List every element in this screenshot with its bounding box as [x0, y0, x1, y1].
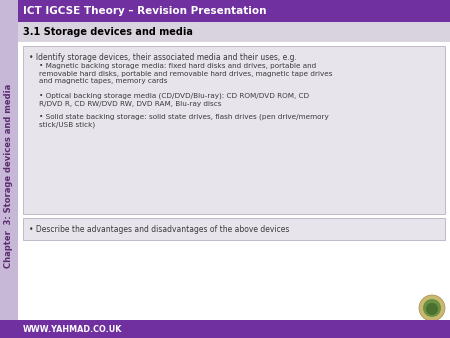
Text: • Describe the advantages and disadvantages of the above devices: • Describe the advantages and disadvanta… — [29, 224, 289, 234]
Bar — [18, 0, 450, 22]
Text: 3.1 Storage devices and media: 3.1 Storage devices and media — [23, 27, 193, 37]
Bar — [23, 218, 445, 240]
Circle shape — [423, 299, 441, 317]
Text: • Magnetic backing storage media: fixed hard disks and drives, portable and
remo: • Magnetic backing storage media: fixed … — [39, 63, 333, 84]
Text: WWW.YAHMAD.CO.UK: WWW.YAHMAD.CO.UK — [23, 324, 122, 334]
Circle shape — [419, 295, 445, 321]
Bar — [18, 22, 450, 42]
Text: • Identify storage devices, their associated media and their uses, e.g.: • Identify storage devices, their associ… — [29, 53, 297, 62]
Bar — [0, 320, 450, 338]
Text: • Solid state backing storage: solid state drives, flash drives (pen drive/memor: • Solid state backing storage: solid sta… — [39, 114, 329, 128]
Text: Chapter  3: Storage devices and media: Chapter 3: Storage devices and media — [4, 83, 13, 268]
Bar — [23, 46, 445, 214]
Bar — [18, 320, 128, 338]
Circle shape — [426, 303, 438, 315]
Text: • Optical backing storage media (CD/DVD/Blu-ray): CD ROM/DVD ROM, CD
R/DVD R, CD: • Optical backing storage media (CD/DVD/… — [39, 93, 309, 107]
Text: ICT IGCSE Theory – Revision Presentation: ICT IGCSE Theory – Revision Presentation — [23, 6, 266, 16]
Bar — [0, 0, 18, 320]
